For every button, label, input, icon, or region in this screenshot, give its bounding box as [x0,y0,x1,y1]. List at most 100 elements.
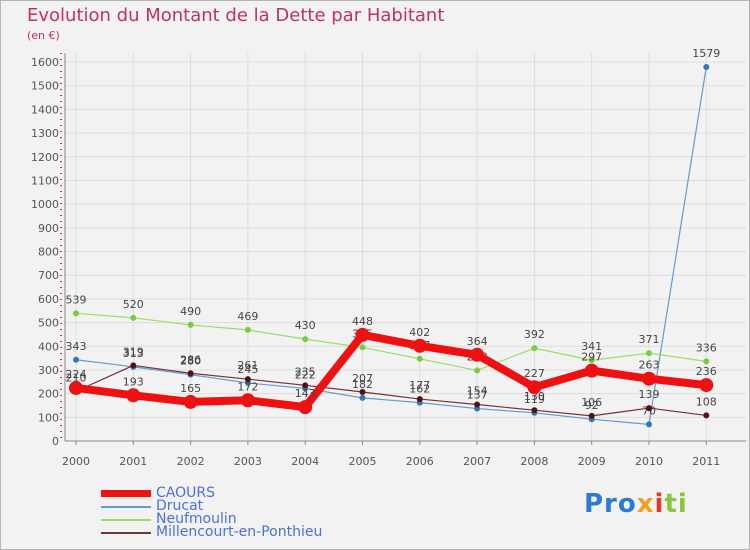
y-tick-label-8: 800 [38,246,59,259]
data-label-drucat-2005: 182 [352,378,373,391]
data-label-caours-2006: 402 [409,326,430,339]
data-label-neufmoulin-2002: 490 [180,305,201,318]
data-label-drucat-2009: 92 [585,399,599,412]
x-tick-label-3: 2003 [234,455,262,468]
point-neufmoulin-2010 [646,350,652,357]
data-label-neufmoulin-2004: 430 [295,319,316,332]
logo-part-3: ti [664,489,688,519]
logo-part-1: x [636,489,655,519]
data-label-drucat-2008: 119 [524,393,545,406]
point-millencourt-en-ponthieu-2001 [130,362,137,369]
data-label-millencourt-en-ponthieu-2004: 235 [295,365,316,378]
y-tick-label-10: 1000 [31,198,59,211]
x-tick-label-0: 2000 [62,455,90,468]
data-label-caours-2002: 165 [180,382,201,395]
x-tick-label-7: 2007 [463,455,491,468]
logo-part-0: Pro [584,489,637,519]
data-label-millencourt-en-ponthieu-2007: 154 [467,385,488,398]
y-tick-label-13: 1300 [31,127,59,140]
legend-item-millencourt-en-ponthieu: Millencourt-en-Ponthieu [101,525,401,539]
y-tick-label-15: 1500 [31,80,59,93]
y-tick-label-9: 900 [38,222,59,235]
data-label-caours-2004: 143 [295,387,316,400]
data-label-neufmoulin-2000: 539 [66,293,87,306]
logo-part-2: i [654,489,665,519]
data-label-millencourt-en-ponthieu-2002: 286 [180,353,201,366]
series-line-drucat [75,66,707,426]
series-line-neufmoulin [75,312,707,372]
point-millencourt-en-ponthieu-2008 [531,407,538,414]
point-millencourt-en-ponthieu-2011 [703,412,710,419]
data-label-millencourt-en-ponthieu-2006: 177 [409,379,430,392]
point-millencourt-en-ponthieu-2010 [646,405,652,412]
data-label-neufmoulin-2008: 392 [524,328,545,341]
data-label-millencourt-en-ponthieu-2001: 319 [123,345,144,358]
legend-swatch-millencourt-en-ponthieu [101,532,151,534]
point-neufmoulin-2001 [130,314,137,321]
data-label-millencourt-en-ponthieu-2009: 106 [581,396,602,409]
point-caours-2000 [69,380,83,395]
point-neufmoulin-2007 [474,367,481,374]
data-label-neufmoulin-2010: 371 [639,333,660,346]
point-caours-2006 [412,338,427,353]
data-label-caours-2007: 364 [467,335,488,348]
y-tick-label-16: 1600 [31,56,59,69]
proxiti-logo: Proxiti [584,489,688,519]
data-label-neufmoulin-2003: 469 [237,310,258,323]
y-tick-label-7: 700 [38,269,59,282]
y-tick-label-4: 400 [38,340,59,353]
data-label-caours-2011: 236 [696,365,717,378]
y-tick-label-2: 200 [38,388,59,401]
data-label-millencourt-en-ponthieu-2005: 207 [352,372,373,385]
data-label-neufmoulin-2009: 341 [581,340,602,353]
x-tick-label-5: 2005 [349,455,377,468]
point-millencourt-en-ponthieu-2005 [359,388,366,395]
point-caours-2002 [183,394,198,409]
legend-item-drucat: Drucat [101,498,401,514]
y-tick-label-5: 500 [38,317,59,330]
data-label-drucat-2006: 162 [409,383,430,396]
point-caours-2004 [298,400,313,415]
x-tick-label-9: 2009 [578,455,606,468]
x-tick-label-2: 2002 [177,455,205,468]
point-drucat-2000 [73,356,79,363]
point-caours-2001 [126,388,141,403]
point-millencourt-en-ponthieu-2003 [244,376,251,383]
data-label-millencourt-en-ponthieu-2000: 210 [66,371,87,384]
data-label-millencourt-en-ponthieu-2008: 130 [524,390,545,403]
legend-label-drucat: Drucat [156,498,204,514]
point-neufmoulin-2004 [302,336,309,343]
point-drucat-2010 [646,421,652,428]
y-tick-label-0: 0 [52,435,59,448]
data-label-drucat-2001: 313 [123,347,144,360]
point-caours-2007 [470,347,485,362]
x-tick-label-10: 2010 [635,455,663,468]
point-neufmoulin-2003 [244,326,251,333]
y-tick-label-14: 1400 [31,103,59,116]
x-tick-label-8: 2008 [520,455,548,468]
point-caours-2009 [584,363,599,378]
data-label-drucat-2007: 137 [467,389,488,402]
data-label-caours-2000: 224 [66,368,87,381]
legend-swatch-caours [101,490,151,497]
legend-item-neufmoulin: Neufmoulin [101,512,401,526]
x-tick-label-6: 2006 [406,455,434,468]
x-tick-label-11: 2011 [692,455,720,468]
data-label-caours-2003: 172 [237,380,258,393]
legend-swatch-drucat [101,506,151,508]
point-millencourt-en-ponthieu-2006 [416,396,423,403]
data-label-neufmoulin-2011: 336 [696,341,717,354]
data-label-millencourt-en-ponthieu-2003: 261 [237,359,258,372]
data-label-caours-2001: 193 [123,375,144,388]
data-label-drucat-2002: 280 [180,355,201,368]
point-millencourt-en-ponthieu-2004 [302,382,309,389]
y-tick-label-12: 1200 [31,151,59,164]
data-label-caours-2005: 448 [352,315,373,328]
data-label-drucat-2000: 343 [66,340,87,353]
chart-title: Evolution du Montant de la Dette par Hab… [27,5,445,26]
data-label-drucat-2003: 245 [237,363,258,376]
data-label-caours-2009: 297 [581,351,602,364]
legend-item-caours: CAOURS [101,486,401,500]
point-caours-2011 [699,378,714,393]
